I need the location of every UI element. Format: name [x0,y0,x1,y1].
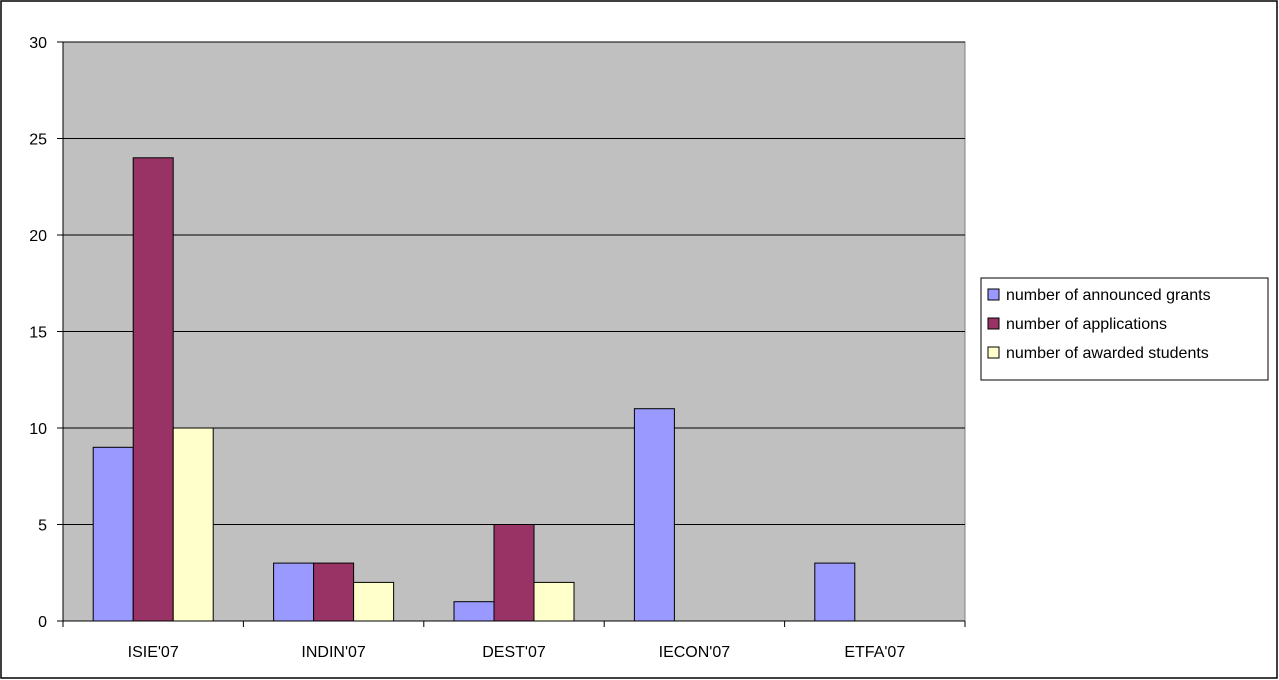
x-tick-label: ISIE'07 [128,644,179,661]
bar [172,427,214,622]
bar [353,581,395,622]
bar [633,408,675,622]
x-tick-label: ETFA'07 [844,644,905,661]
bar [493,524,535,622]
x-tick-labels: ISIE'07 INDIN'07 DEST'07 IECON'07 ETFA'07 [128,644,906,661]
bar [814,562,856,622]
y-tick-label: 25 [29,132,47,149]
x-tick-label: DEST'07 [482,644,546,661]
y-tick-label: 5 [38,518,47,535]
legend-swatch [987,288,1000,301]
bar [92,446,134,622]
x-tick-label: INDIN'07 [301,644,366,661]
legend-label: number of awarded students [1006,345,1209,362]
legend: number of announced grants number of appl… [980,277,1269,381]
bar [313,562,355,622]
y-tick-label: 0 [38,614,47,631]
y-tick-label: 20 [29,228,47,245]
y-tick-label: 30 [29,35,47,52]
y-tick-labels: 0 5 10 15 20 25 30 [29,35,47,631]
legend-swatch [987,317,1000,330]
bar [453,601,495,622]
legend-label: number of announced grants [1006,287,1211,304]
y-tick-label: 10 [29,421,47,438]
legend-box [980,277,1269,381]
axes [57,41,966,627]
x-tick-label: IECON'07 [659,644,731,661]
bars [92,157,856,622]
bar [533,581,575,622]
y-tick-label: 15 [29,325,47,342]
legend-label: number of applications [1006,316,1167,333]
legend-swatch [987,346,1000,359]
bar [273,562,315,622]
bar [132,157,174,622]
